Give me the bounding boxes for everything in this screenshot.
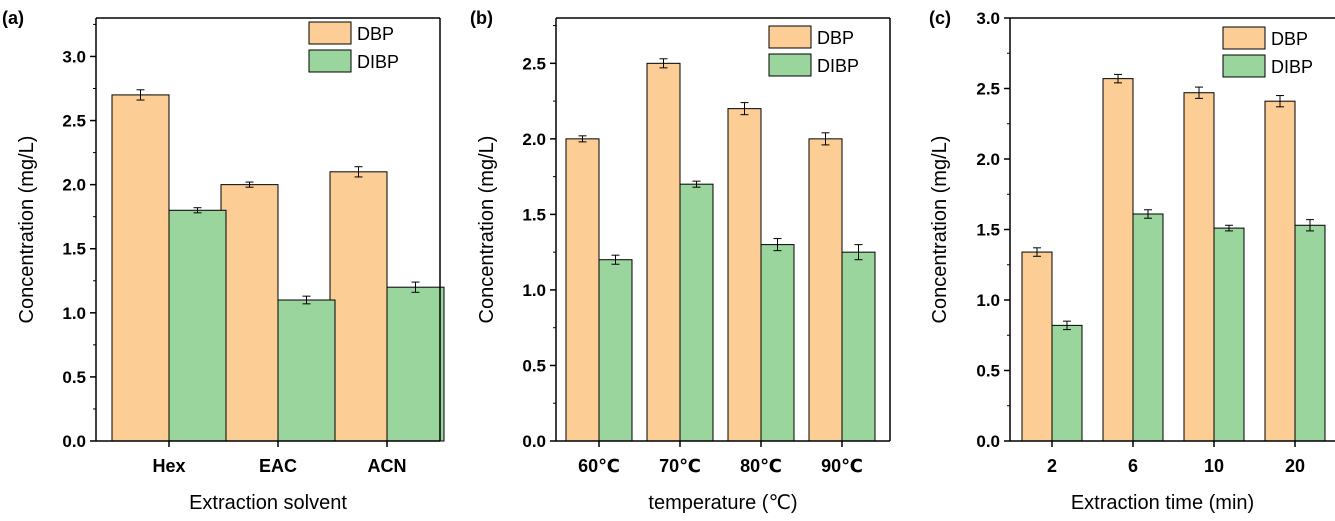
x-tick-label: 70℃ [659,456,701,476]
bar [598,259,633,442]
bar [1021,251,1053,442]
x-tick-label: 6 [1128,456,1138,476]
y-tick-label: 2.5 [976,80,1000,99]
x-tick-label: 20 [1285,456,1305,476]
x-tick-label: 10 [1204,456,1224,476]
bar [808,138,843,442]
y-tick-label: 2.0 [976,150,1000,169]
bar [277,299,336,442]
bar [727,108,762,442]
y-tick-label: 0.5 [522,356,546,375]
bar [1213,227,1245,442]
y-tick-label: 3.0 [62,47,86,66]
x-axis-title: Extraction time (min) [1071,492,1254,514]
y-tick-label: 1.0 [522,281,546,300]
legend-label: DIBP [357,52,399,72]
bar [329,171,388,442]
legend-label: DBP [817,28,854,48]
legend-swatch [768,53,812,77]
x-axis-title: temperature (℃) [648,492,797,514]
bar [760,244,795,442]
y-tick-label: 0.0 [522,432,546,451]
bar [1132,213,1164,442]
x-axis-title: Extraction solvent [189,492,347,514]
y-tick-label: 0.0 [62,432,86,451]
legend-swatch [1222,26,1266,50]
legend-swatch [1222,54,1266,78]
x-tick-label: 80℃ [740,456,782,476]
bar [220,184,279,442]
bar [841,251,876,442]
legend-label: DIBP [1271,57,1313,77]
y-tick-label: 1.5 [62,240,86,259]
bar [646,62,681,442]
y-tick-label: 2.5 [522,54,546,73]
x-tick-label: Hex [152,456,185,476]
legend-label: DIBP [817,56,859,76]
panel-c: (c) 0.0 0.5 1.0 1.5 2.0 2.5 3.0 2 6 10 20 Extraction… [929,8,1335,514]
y-tick-label: 1.0 [976,291,1000,310]
x-tick-label: 60℃ [578,456,620,476]
y-tick-label: 0.5 [62,368,86,387]
y-tick-label: 2.5 [62,112,86,131]
legend-label: DBP [357,24,394,44]
y-tick-label: 2.0 [62,176,86,195]
panel-label: (b) [470,8,493,28]
x-tick-label: 2 [1047,456,1057,476]
y-axis-title: Concentration (mg/L) [16,136,38,324]
panel-b: (b) 0.0 0.5 1.0 1.5 2.0 2.5 60℃ 70℃ 80℃ 90℃ tempera… [470,8,891,514]
y-tick-label: 3.0 [976,9,1000,28]
bar [1264,100,1296,442]
bar [111,94,170,442]
bar [386,286,445,442]
bar [565,138,600,442]
y-tick-label: 0.0 [976,432,1000,451]
panel-a: (a) 0.0 0.5 1.0 1.5 2.0 2.5 3.0 Hex EAC ACN Extract… [2,8,445,514]
y-tick-label: 1.5 [522,205,546,224]
bar [1051,324,1083,442]
bar [168,209,227,442]
x-tick-label: EAC [259,456,297,476]
panel-label: (a) [2,8,24,28]
legend-swatch [768,25,812,49]
y-axis-title: Concentration (mg/L) [929,136,951,324]
legend-swatch [308,21,352,45]
bar [1294,224,1326,442]
x-tick-label: 90℃ [821,456,863,476]
panel-label: (c) [929,8,951,28]
y-tick-label: 1.5 [976,221,1000,240]
y-axis-title: Concentration (mg/L) [476,136,498,324]
bar [1102,78,1134,442]
legend-label: DBP [1271,29,1308,49]
y-tick-label: 1.0 [62,304,86,323]
bar [679,183,714,442]
legend-swatch [308,49,352,73]
x-tick-label: ACN [368,456,407,476]
y-tick-label: 0.5 [976,362,1000,381]
bar [1183,92,1215,442]
y-tick-label: 2.0 [522,130,546,149]
